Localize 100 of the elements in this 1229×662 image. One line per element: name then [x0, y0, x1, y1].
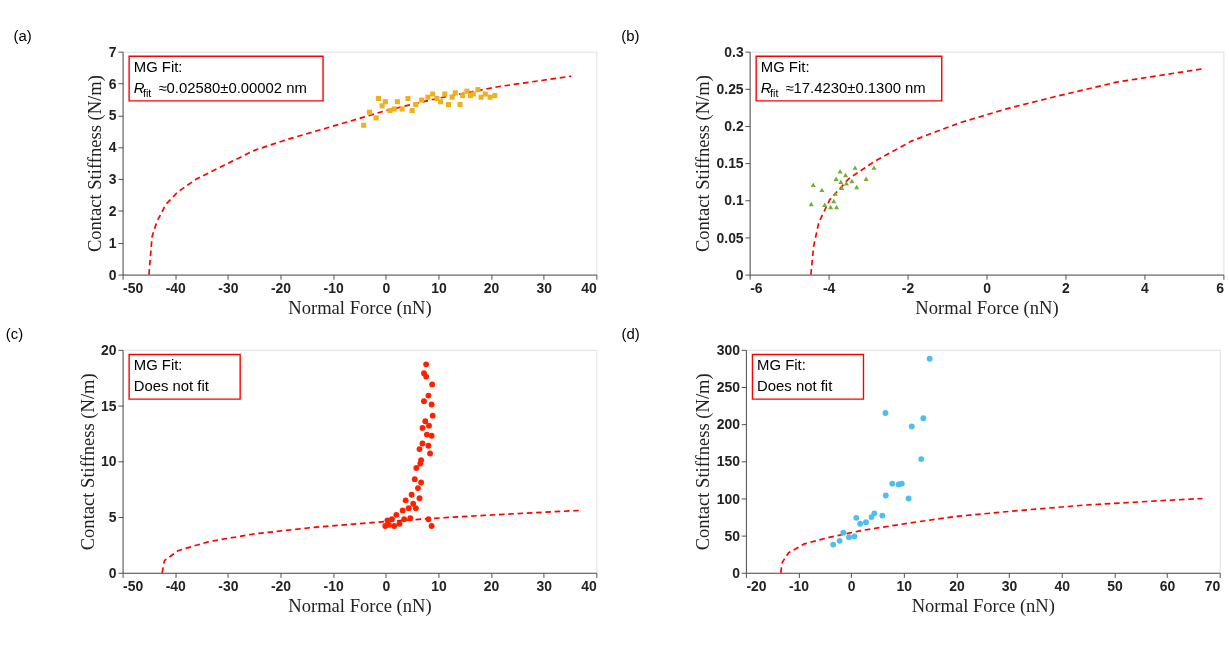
- x-axis-title: Normal Force (nN): [288, 595, 432, 618]
- point: [908, 423, 915, 430]
- y-tick-label: 250: [716, 379, 741, 396]
- y-tick-label: 50: [724, 527, 741, 544]
- x-tick-label: 4: [1141, 279, 1150, 296]
- point: [852, 165, 858, 170]
- point: [393, 511, 400, 518]
- y-tick-label: 0: [108, 564, 117, 581]
- x-tick-label: -10: [323, 279, 344, 296]
- annotation: MG Fit:: [133, 357, 183, 374]
- point: [822, 202, 828, 207]
- x-tick-label: 30: [536, 577, 553, 594]
- point: [422, 418, 429, 425]
- point: [366, 109, 373, 115]
- point: [411, 476, 418, 483]
- point: [394, 99, 400, 105]
- y-tick-label: 300: [716, 341, 741, 358]
- x-tick-label: -30: [218, 577, 239, 594]
- point: [882, 492, 889, 499]
- point: [391, 106, 397, 112]
- x-axis-title: Normal Force (nN): [915, 297, 1059, 320]
- point: [416, 495, 423, 502]
- point: [425, 442, 432, 449]
- point: [863, 176, 869, 181]
- point: [849, 178, 855, 184]
- y-tick-label: 4: [108, 139, 117, 156]
- point: [416, 446, 423, 453]
- point: [401, 516, 408, 523]
- point: [407, 515, 414, 522]
- point: [415, 485, 421, 492]
- point: [423, 361, 430, 368]
- point: [388, 516, 395, 523]
- point: [373, 115, 379, 121]
- point: [405, 505, 412, 512]
- point: [426, 422, 432, 429]
- point: [857, 520, 864, 527]
- y-axis-title: Contact Stiffness (N/m): [692, 373, 715, 551]
- x-axis-title: Normal Force (nN): [288, 297, 432, 320]
- point: [430, 91, 436, 97]
- x-tick-label: -6: [750, 279, 763, 296]
- y-tick-label: 5: [108, 107, 117, 124]
- point: [460, 93, 466, 99]
- point: [419, 424, 426, 431]
- point: [396, 520, 403, 527]
- point: [926, 355, 933, 362]
- x-tick-label: 2: [1062, 279, 1071, 296]
- point: [429, 412, 436, 419]
- point: [837, 169, 843, 174]
- x-tick-label: 6: [1216, 279, 1225, 296]
- point: [419, 97, 425, 103]
- y-tick-label: 0.2: [724, 118, 744, 135]
- x-tick-label: -20: [270, 577, 292, 594]
- x-tick-label: 10: [431, 279, 447, 296]
- x-tick-label: 20: [483, 577, 500, 594]
- point: [375, 95, 381, 102]
- y-tick-label: 3: [108, 171, 117, 188]
- point: [464, 88, 470, 94]
- y-tick-label: 6: [108, 75, 117, 92]
- chart-title: (b): [621, 27, 640, 44]
- y-tick-label: 0.15: [716, 155, 744, 172]
- chart-title: (a): [13, 27, 32, 44]
- point: [879, 512, 886, 519]
- point: [839, 185, 845, 190]
- x-tick-label: 40: [581, 279, 598, 296]
- point: [438, 99, 444, 105]
- x-tick-label: 50: [1107, 577, 1123, 594]
- point: [428, 401, 435, 408]
- x-tick-label: 0: [847, 577, 856, 594]
- annotation: MG Fit:: [760, 59, 810, 76]
- point: [808, 201, 814, 207]
- point: [833, 176, 839, 181]
- point: [428, 432, 435, 439]
- x-tick-label: 30: [1001, 577, 1018, 594]
- point: [853, 514, 860, 521]
- x-tick-label: 70: [1204, 577, 1221, 594]
- x-tick-label: 0: [382, 577, 391, 594]
- y-tick-label: 0.25: [716, 80, 744, 97]
- x-tick-label: 10: [896, 577, 913, 594]
- point: [428, 523, 435, 529]
- annotation: MG Fit:: [133, 59, 183, 76]
- point: [386, 521, 392, 528]
- y-tick-label: 20: [101, 341, 117, 358]
- point: [425, 516, 432, 523]
- y-tick-label: 150: [716, 453, 741, 470]
- point: [840, 529, 847, 536]
- x-tick-label: 60: [1159, 577, 1176, 594]
- x-tick-label: -4: [822, 279, 836, 296]
- point: [830, 541, 837, 548]
- point: [409, 108, 415, 114]
- y-tick-label: 0: [108, 266, 117, 283]
- point: [427, 450, 433, 457]
- point: [475, 87, 481, 93]
- annotation: MG Fit:: [757, 357, 806, 374]
- point: [413, 465, 420, 471]
- point: [449, 94, 455, 100]
- y-axis-title: Contact Stiffness (N/m): [692, 75, 715, 253]
- point: [871, 510, 878, 517]
- y-tick-label: 0: [732, 564, 741, 581]
- point: [452, 90, 458, 96]
- y-tick-label: 0.1: [724, 192, 744, 209]
